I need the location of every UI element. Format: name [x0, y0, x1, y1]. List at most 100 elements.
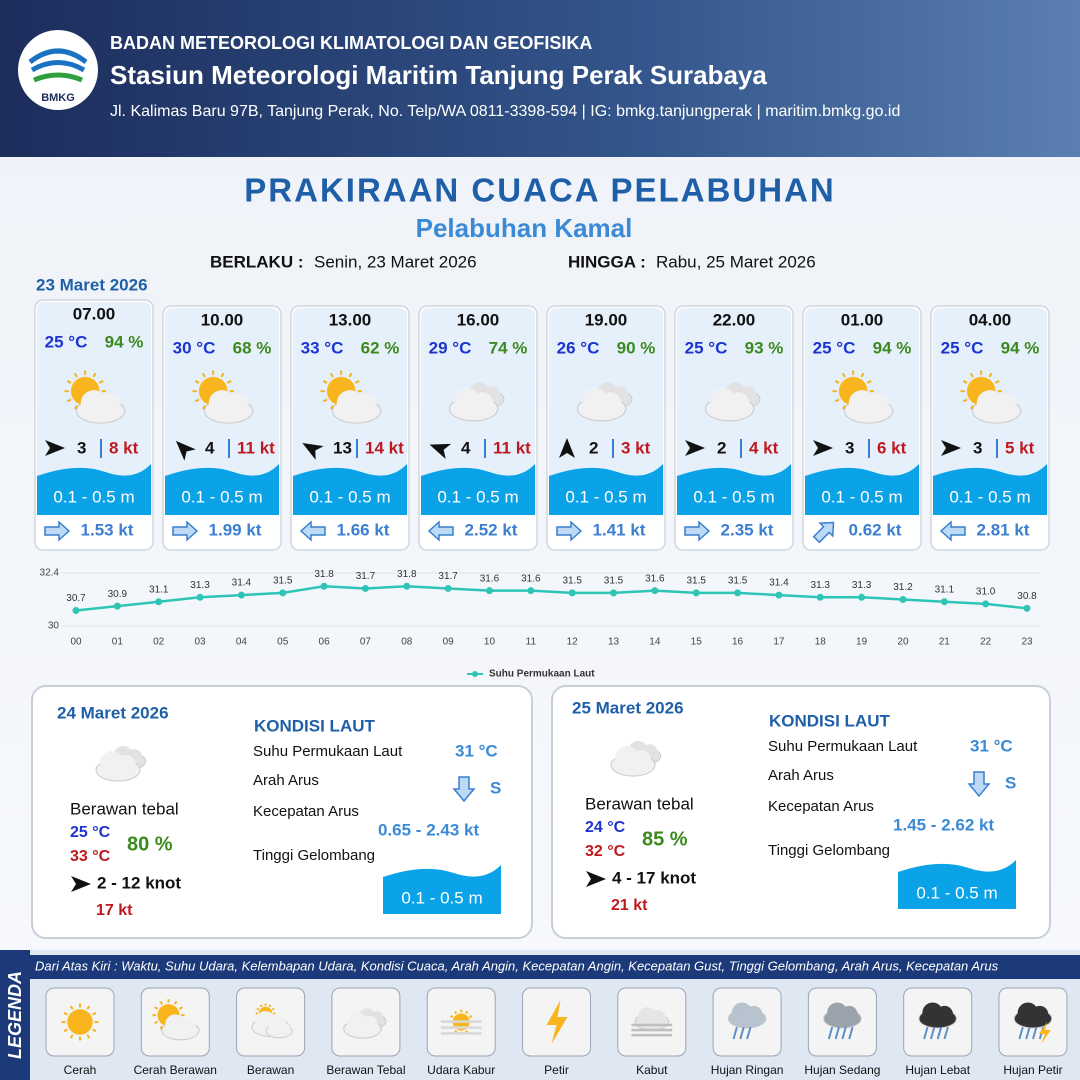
sst-point: [527, 587, 535, 595]
x-tick-label: 11: [526, 637, 537, 648]
x-tick-label: 02: [153, 637, 165, 648]
wave: [383, 865, 501, 914]
x-tick-label: 12: [567, 637, 579, 648]
wind-speed: 3: [845, 438, 854, 457]
data-label: 31.5: [604, 576, 624, 587]
cloud: [162, 1023, 199, 1039]
title: PRAKIRAAN CUACA PELABUHAN: [244, 172, 835, 209]
x-tick-label: 10: [484, 637, 496, 648]
x-tick-label: 18: [815, 637, 827, 648]
current-speed: 1.53 kt: [81, 520, 134, 539]
cloud: [919, 1011, 956, 1028]
sun-ray: [329, 372, 334, 378]
sst-point: [940, 598, 948, 606]
x-tick-label: 05: [277, 637, 289, 648]
day-date: 24 Maret 2026: [57, 703, 169, 722]
sst-point: [734, 589, 742, 597]
current-range: 0.65 - 2.43 kt: [378, 820, 479, 839]
x-tick-label: 08: [401, 637, 413, 648]
x-tick-label: 13: [608, 637, 620, 648]
sun-ray: [73, 404, 78, 410]
cloud: [266, 1026, 292, 1038]
wind-speed: 4: [461, 438, 471, 457]
wind-arrow: [586, 871, 606, 887]
x-tick-label: 06: [319, 637, 331, 648]
sst-point: [899, 596, 907, 603]
sun-ray: [329, 404, 334, 410]
time: 07.00: [73, 304, 116, 323]
legend-item: Udara Kabur: [427, 1063, 495, 1077]
humidity: 94 %: [105, 332, 144, 351]
sun-ray: [969, 404, 974, 410]
forecast-date: 23 Maret 2026: [36, 275, 148, 294]
sst-point: [444, 584, 452, 592]
air-temperature: 26 °C: [557, 338, 600, 357]
fog: [631, 1028, 673, 1032]
legend-item: Petir: [544, 1063, 569, 1077]
gust: 4 kt: [749, 438, 779, 457]
sst-point: [858, 593, 866, 601]
sun-ray: [866, 379, 872, 384]
sst-line: [75, 584, 1028, 612]
x-tick-label: 03: [194, 637, 206, 648]
sun-ray: [226, 379, 232, 384]
cloud: [973, 402, 1020, 422]
sun-ray: [92, 1011, 97, 1016]
sun-ray: [66, 379, 72, 384]
sea-title: KONDISI LAUT: [769, 711, 891, 730]
wind-arrow: [45, 440, 65, 456]
time: 10.00: [201, 310, 244, 329]
x-tick-label: 22: [980, 637, 992, 648]
time: 16.00: [457, 310, 500, 329]
sst-point: [361, 584, 369, 592]
sun-ray: [86, 1034, 91, 1039]
sun-ray: [841, 372, 846, 378]
legend-item: Berawan: [247, 1063, 294, 1077]
wave-height: 0.1 - 0.5 m: [309, 487, 390, 506]
logo: [18, 30, 98, 110]
sun-ray: [86, 1005, 91, 1010]
sun-ray: [860, 372, 865, 378]
y-tick-label: 30: [48, 621, 60, 632]
wave-height: 0.1 - 0.5 m: [916, 883, 997, 902]
wave: [165, 464, 279, 515]
cloud: [845, 402, 892, 422]
data-label: 31.0: [976, 587, 996, 598]
data-label: 31.5: [686, 576, 706, 587]
rain: [943, 1026, 949, 1040]
temp-max: 32 °C: [585, 843, 626, 860]
sun-ray: [454, 1010, 458, 1015]
current-speed: 0.62 kt: [849, 520, 902, 539]
data-label: 31.2: [893, 582, 913, 593]
rain: [929, 1026, 936, 1040]
sst-point: [72, 607, 80, 615]
current-arrow: [556, 520, 583, 542]
sun-ray: [66, 398, 72, 403]
legend: LEGENDA Dari Atas Kiri : Waktu, Suhu Udar…: [0, 950, 1080, 1080]
data-label: 30.9: [108, 589, 128, 600]
sun-ray: [173, 1000, 178, 1005]
logo-mark: [33, 72, 83, 83]
x-tick-label: 20: [897, 637, 909, 648]
cloud: [205, 402, 252, 422]
humidity: 74 %: [489, 338, 528, 357]
day-panels: 24 Maret 2026 Berawan tebal 25 °C 33 °C 80 %…: [31, 685, 1051, 939]
x-tick-label: 04: [236, 637, 248, 648]
header-band: [0, 0, 1080, 157]
current-speed: 2.52 kt: [465, 520, 518, 539]
current-arrow: [172, 520, 199, 542]
humidity: 94 %: [873, 338, 912, 357]
cloud: [333, 402, 380, 422]
wind-speed: 3: [973, 438, 982, 457]
current-direction: S: [1005, 773, 1016, 792]
sea-label: Kecepatan Arus: [253, 803, 359, 820]
wave-height: 0.1 - 0.5 m: [693, 487, 774, 506]
sst-point: [692, 589, 700, 597]
sst-point: [775, 591, 783, 599]
wind-arrow: [429, 443, 452, 459]
organization: BADAN METEOROLOGI KLIMATOLOGI DAN GEOFIS…: [110, 33, 592, 53]
sea-label: Suhu Permukaan Laut: [253, 743, 403, 760]
legend-swatch: [472, 671, 478, 677]
cloud: [1015, 1011, 1051, 1028]
sun-ray: [159, 1025, 164, 1030]
